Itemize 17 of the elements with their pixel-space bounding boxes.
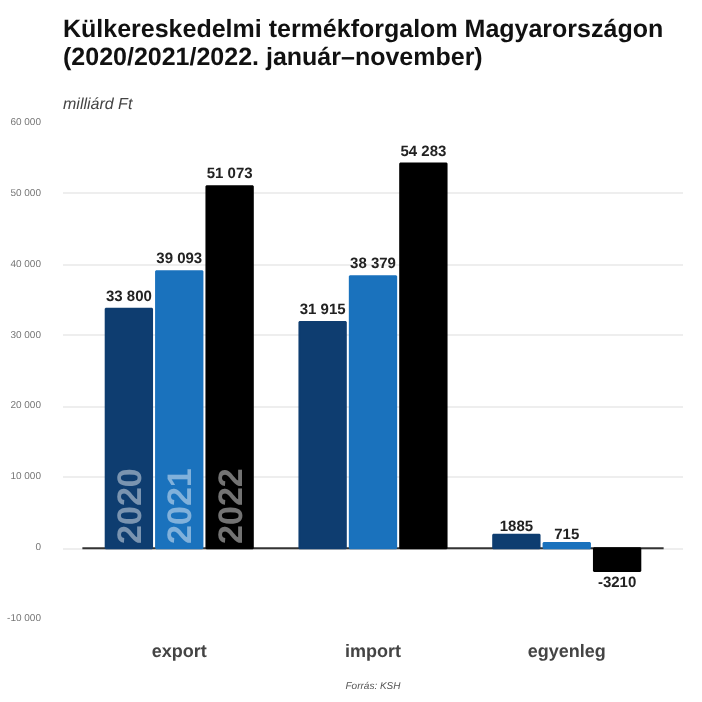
x-tick-label: egyenleg	[527, 641, 606, 661]
series-label: 2020	[110, 468, 149, 544]
series-label: 2022	[211, 468, 250, 544]
bar	[399, 162, 448, 550]
chart-title: Külkereskedelmi termékforgalom Magyarországon (2020/2021/2022. január–november)	[63, 15, 664, 71]
chart-subtitle: milliárd Ft	[63, 95, 134, 113]
bar	[298, 321, 347, 550]
x-tick-label: export	[151, 641, 207, 661]
bar	[155, 270, 204, 550]
bar	[592, 547, 642, 572]
bar	[205, 185, 254, 550]
bar	[348, 275, 398, 550]
bar	[104, 307, 154, 550]
series-label: 2021	[161, 468, 200, 544]
x-tick-label: import	[345, 641, 401, 661]
bar	[492, 533, 541, 550]
bar	[542, 542, 591, 550]
